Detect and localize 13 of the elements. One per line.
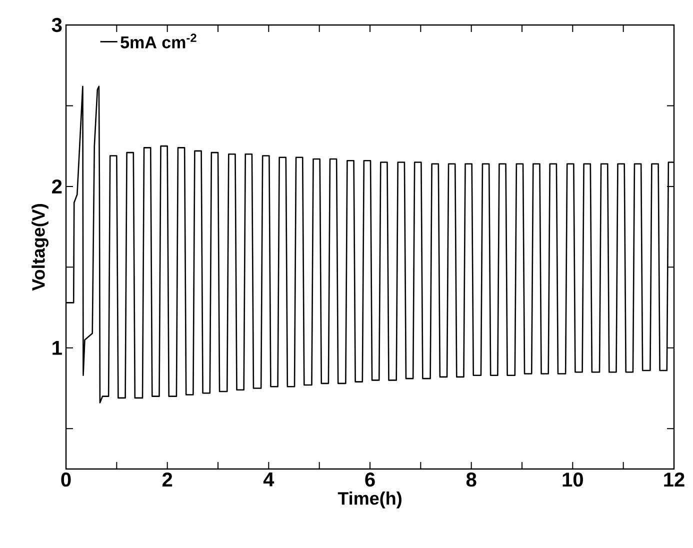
- x-tick-label: 4: [263, 472, 274, 486]
- x-tick-label: 6: [365, 472, 375, 487]
- x-tick-label: 2: [162, 472, 172, 486]
- x-tick-label: 10: [562, 472, 583, 487]
- x-tick-label: 0: [61, 472, 71, 487]
- x-tick-label: 12: [664, 472, 684, 486]
- x-axis-title: Time(h): [338, 492, 402, 508]
- y-axis-title: Voltage(V): [32, 204, 48, 291]
- y-tick-label: 3: [52, 18, 62, 32]
- x-tick-label: 8: [466, 472, 476, 487]
- y-tick-label: 1: [52, 341, 62, 355]
- legend-label: 5mA cm$^{-2}$: [120, 34, 196, 48]
- y-tick-label: 2: [52, 179, 62, 194]
